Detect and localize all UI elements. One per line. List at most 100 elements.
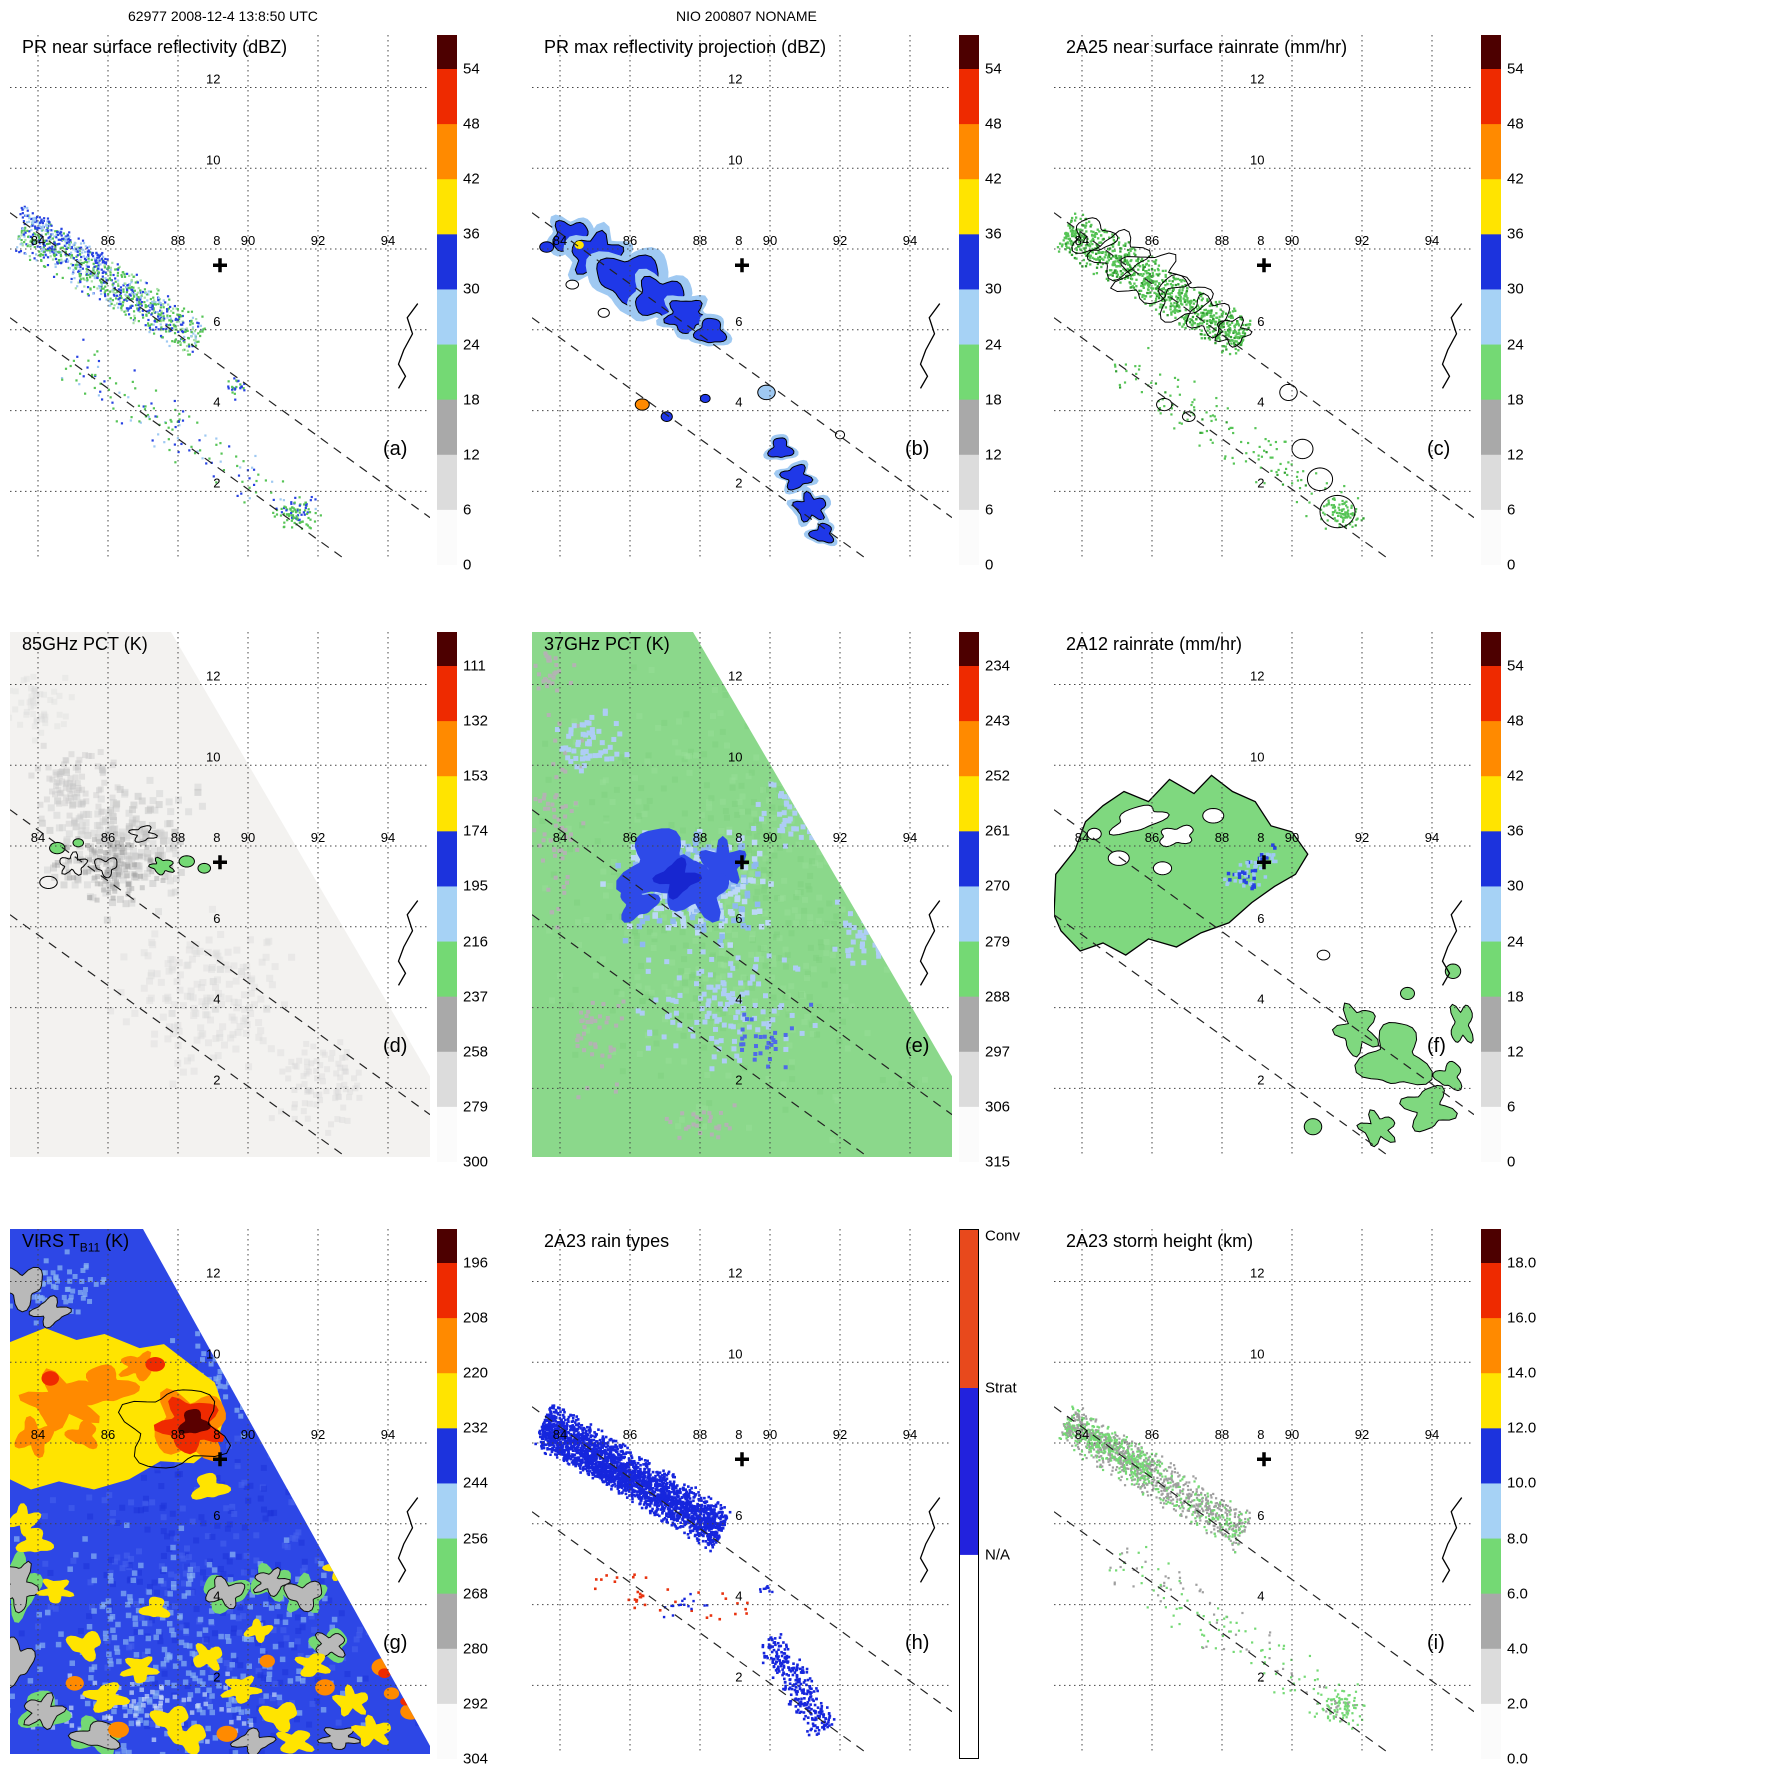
colorbar-a bbox=[437, 35, 457, 565]
panel-letter-d: (d) bbox=[383, 1035, 408, 1057]
panel-title-i: 2A23 storm height (km) bbox=[1066, 1231, 1254, 1251]
colorbar-tick-label: 132 bbox=[463, 712, 489, 730]
colorbar-tick-label: 12 bbox=[463, 446, 480, 464]
colorbar-tick-label: 30 bbox=[1507, 877, 1524, 895]
colorbar-tick-label: 196 bbox=[463, 1254, 489, 1272]
colorbar-e bbox=[959, 632, 979, 1162]
colorbar-tick-label: 24 bbox=[1507, 933, 1524, 951]
map-canvas-f bbox=[1054, 632, 1474, 1157]
colorbar-tick-label: 174 bbox=[463, 822, 489, 840]
colorbar-tick-label: 16.0 bbox=[1507, 1309, 1537, 1327]
colorbar-tick-label: 30 bbox=[985, 280, 1002, 298]
colorbar-tick-label: 0 bbox=[985, 556, 994, 574]
colorbar-tick-label: 42 bbox=[463, 170, 480, 188]
colorbar-tick-label: 6 bbox=[1507, 1098, 1516, 1116]
colorbar-tick-label: 8.0 bbox=[1507, 1530, 1528, 1548]
colorbar-tick-label: 261 bbox=[985, 822, 1011, 840]
colorbar-tick-label: 42 bbox=[1507, 170, 1524, 188]
colorbar-tick-label: 48 bbox=[463, 115, 480, 133]
panel-c: 2A25 near surface rainrate (mm/hr) (c) 54 4… bbox=[1044, 35, 1566, 583]
map-canvas-b bbox=[532, 35, 952, 560]
colorbar-tick-label: 306 bbox=[985, 1098, 1011, 1116]
colorbar-tick-label: 270 bbox=[985, 877, 1011, 895]
colorbar-c bbox=[1481, 35, 1501, 565]
colorbar-tick-label: 300 bbox=[463, 1153, 489, 1171]
colorbar-tick-label: 304 bbox=[463, 1750, 489, 1768]
title-subscript: B11 bbox=[79, 1240, 101, 1255]
colorbar-tick-label: 24 bbox=[463, 336, 480, 354]
map-canvas-h bbox=[532, 1229, 952, 1754]
colorbar-tick-label: 111 bbox=[463, 657, 486, 675]
colorbar-tick-label: 315 bbox=[985, 1153, 1011, 1171]
colorbar-tick-label: 48 bbox=[1507, 115, 1524, 133]
panel-letter-b: (b) bbox=[905, 438, 930, 460]
colorbar-tick-label: 12.0 bbox=[1507, 1419, 1537, 1437]
colorbar-tick-label: 252 bbox=[985, 767, 1011, 785]
colorbar-tick-label: 292 bbox=[463, 1695, 489, 1713]
colorbar-tick-label: 268 bbox=[463, 1585, 489, 1603]
colorbar-i bbox=[1481, 1229, 1501, 1759]
colorbar-tick-label: 4.0 bbox=[1507, 1640, 1528, 1658]
colorbar-tick-label: 30 bbox=[1507, 280, 1524, 298]
colorbar-tick-label: Strat bbox=[985, 1379, 1017, 1397]
panel-title-b: PR max reflectivity projection (dBZ) bbox=[544, 37, 827, 57]
colorbar-tick-label: 54 bbox=[985, 60, 1002, 78]
colorbar-tick-label: 54 bbox=[1507, 657, 1524, 675]
colorbar-d bbox=[437, 632, 457, 1162]
colorbar-tick-label: 18 bbox=[1507, 988, 1524, 1006]
panel-title-h: 2A23 rain types bbox=[544, 1231, 670, 1251]
colorbar-tick-label: 0 bbox=[1507, 1153, 1516, 1171]
colorbar-tick-label: 279 bbox=[463, 1098, 489, 1116]
panel-title-a: PR near surface reflectivity (dBZ) bbox=[22, 37, 288, 57]
colorbar-tick-label: 18.0 bbox=[1507, 1254, 1537, 1272]
colorbar-tick-label: 12 bbox=[985, 446, 1002, 464]
colorbar-tick-label: 42 bbox=[985, 170, 1002, 188]
colorbar-tick-label: 18 bbox=[985, 391, 1002, 409]
colorbar-tick-label: 256 bbox=[463, 1530, 489, 1548]
colorbar-tick-label: 244 bbox=[463, 1474, 489, 1492]
colorbar-tick-label: 195 bbox=[463, 877, 489, 895]
map-canvas-c bbox=[1054, 35, 1474, 560]
colorbar-tick-label: 10.0 bbox=[1507, 1474, 1537, 1492]
colorbar-tick-label: 18 bbox=[1507, 391, 1524, 409]
panel-title-c: 2A25 near surface rainrate (mm/hr) bbox=[1066, 37, 1348, 57]
colorbar-tick-label: 153 bbox=[463, 767, 489, 785]
colorbar-tick-label: 24 bbox=[1507, 336, 1524, 354]
colorbar-tick-label: 48 bbox=[985, 115, 1002, 133]
panel-letter-a: (a) bbox=[383, 438, 408, 460]
header-left-title: 62977 2008-12-4 13:8:50 UTC bbox=[128, 8, 318, 24]
colorbar-tick-label: 12 bbox=[1507, 1043, 1524, 1061]
panel-title-d: 85GHz PCT (K) bbox=[22, 634, 148, 654]
panel-letter-h: (h) bbox=[905, 1632, 930, 1654]
colorbar-tick-label: Conv bbox=[985, 1227, 1021, 1245]
colorbar-tick-label: N/A bbox=[985, 1546, 1011, 1564]
panel-d: 85GHz PCT (K) (d) 111 132 153 174 195 216 237 258… bbox=[0, 632, 522, 1180]
panel-title-f: 2A12 rainrate (mm/hr) bbox=[1066, 634, 1243, 654]
colorbar-tick-label: 280 bbox=[463, 1640, 489, 1658]
panel-title-e: 37GHz PCT (K) bbox=[544, 634, 670, 654]
colorbar-h bbox=[959, 1229, 979, 1759]
colorbar-tick-label: 12 bbox=[1507, 446, 1524, 464]
colorbar-f bbox=[1481, 632, 1501, 1162]
colorbar-tick-label: 0 bbox=[1507, 556, 1516, 574]
map-canvas-g bbox=[10, 1229, 430, 1754]
colorbar-tick-label: 0.0 bbox=[1507, 1750, 1528, 1768]
map-canvas-a bbox=[10, 35, 430, 560]
panel-f: 2A12 rainrate (mm/hr) (f) 54 48 42 36 30 24 18 12… bbox=[1044, 632, 1566, 1180]
colorbar-tick-label: 216 bbox=[463, 933, 489, 951]
colorbar-tick-label: 54 bbox=[463, 60, 480, 78]
colorbar-tick-label: 30 bbox=[463, 280, 480, 298]
panel-e: 37GHz PCT (K) (e) 234 243 252 261 270 279 288 297… bbox=[522, 632, 1044, 1180]
panel-letter-f: (f) bbox=[1427, 1035, 1446, 1057]
panel-h: 2A23 rain types (h) Conv Strat N/A bbox=[522, 1227, 1044, 1771]
colorbar-tick-label: 237 bbox=[463, 988, 489, 1006]
colorbar-tick-label: 6 bbox=[463, 501, 472, 519]
colorbar-tick-label: 36 bbox=[463, 225, 480, 243]
colorbar-tick-label: 14.0 bbox=[1507, 1364, 1537, 1382]
colorbar-tick-label: 24 bbox=[985, 336, 1002, 354]
panel-letter-c: (c) bbox=[1427, 438, 1451, 460]
panel-letter-i: (i) bbox=[1427, 1632, 1445, 1654]
colorbar-tick-label: 0 bbox=[463, 556, 472, 574]
colorbar-g bbox=[437, 1229, 457, 1759]
